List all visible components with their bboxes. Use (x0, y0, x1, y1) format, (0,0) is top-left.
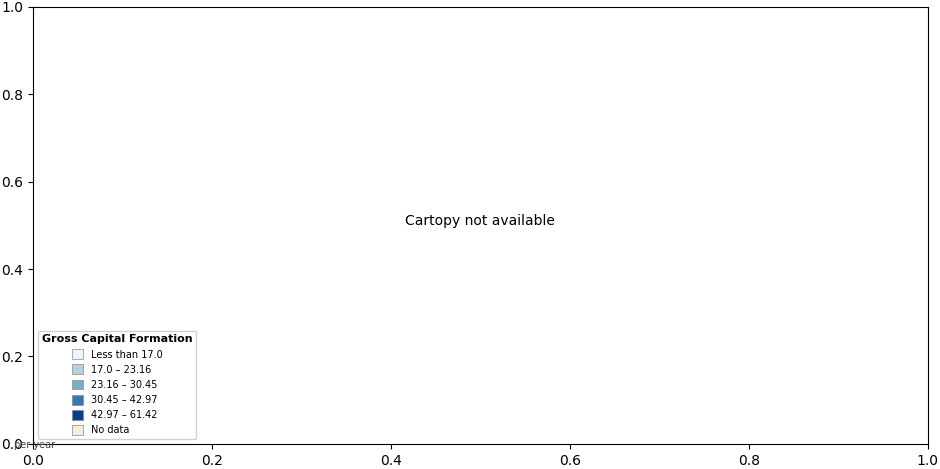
Text: Cartopy not available: Cartopy not available (405, 214, 556, 228)
Text: per year: per year (14, 440, 55, 450)
Legend: Less than 17.0, 17.0 – 23.16, 23.16 – 30.45, 30.45 – 42.97, 42.97 – 61.42, No da: Less than 17.0, 17.0 – 23.16, 23.16 – 30… (38, 331, 196, 439)
